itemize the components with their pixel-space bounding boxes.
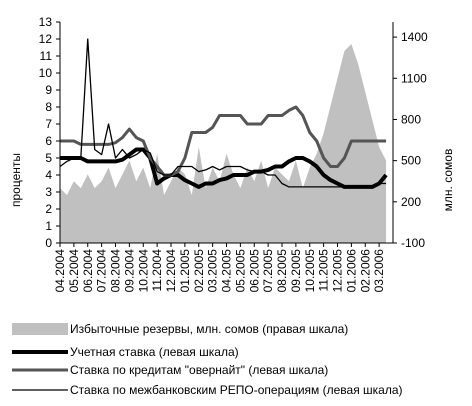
line [60,147,388,189]
y-tick-label: 9 [45,83,52,97]
y-tick-label: 4 [45,168,52,182]
x-tick-label: 07.2005 [261,249,275,293]
x-tick-label: 08.2005 [275,249,289,293]
x-tick-label: 04.2004 [53,249,67,293]
x-tick-label: 03.2006 [372,249,386,293]
x-tick-label: 12.2005 [331,249,345,293]
x-tick-label: 09.2004 [122,249,136,293]
y2-tick-label: 1100 [401,71,427,85]
x-tick-label: 01.2005 [178,249,192,293]
x-tick-label: 10.2005 [303,249,317,293]
y2-tick-label: 200 [401,195,421,209]
y-tick-label: 12 [39,32,53,46]
line [59,38,387,188]
y2-axis-label: млн. сомов [441,149,455,212]
x-tick-label: 08.2004 [109,249,123,293]
x-tick-label: 01.2006 [344,249,358,293]
x-tick-label: 12.2004 [164,249,178,293]
y-tick-label: 6 [45,134,52,148]
y-tick-label: 8 [45,100,52,114]
y-tick-label: 2 [45,202,52,216]
line [60,105,387,177]
x-tick-label: 02.2005 [192,249,206,293]
x-tick-label: 07.2004 [95,249,109,293]
x-tick-label: 11.2004 [150,249,164,292]
y-tick-label: 11 [40,49,53,63]
y2-tick-label: 1400 [401,30,428,44]
x-tick-label: 11.2005 [317,249,331,292]
y2-tick-label: -100 [401,236,425,250]
x-tick-label: 09.2005 [289,249,303,293]
y-tick-label: 13 [39,15,53,29]
y-tick-label: 0 [45,236,52,250]
x-tick-label: 05.2005 [233,249,247,293]
legend-label: Ставка по кредитам "овернайт" (левая шка… [70,363,328,377]
x-tick-label: 03.2005 [206,249,220,293]
y-tick-label: 10 [39,66,53,80]
legend-label: Ставка по межбанковским РЕПО-операциям (… [70,383,403,397]
y2-tick-label: 800 [401,112,421,126]
y-tick-label: 3 [45,185,52,199]
x-tick-label: 06.2005 [247,249,261,293]
y-tick-label: 7 [45,117,52,131]
x-tick-label: 02.2006 [358,249,372,293]
y-tick-label: 5 [45,151,52,165]
y-axis-label: проценты [9,153,23,207]
y2-tick-label: 500 [401,154,421,168]
area [60,43,387,243]
x-tick-label: 06.2004 [81,249,95,293]
x-tick-label: 04.2005 [220,249,234,293]
x-tick-label: 10.2004 [136,249,150,293]
x-tick-label: 05.2004 [67,249,81,293]
legend-label: Учетная ставка (левая шкала) [70,345,239,359]
legend-swatch [12,323,68,335]
y-tick-label: 1 [45,219,52,233]
legend-label: Избыточные резервы, млн. сомов (правая ш… [70,322,348,336]
